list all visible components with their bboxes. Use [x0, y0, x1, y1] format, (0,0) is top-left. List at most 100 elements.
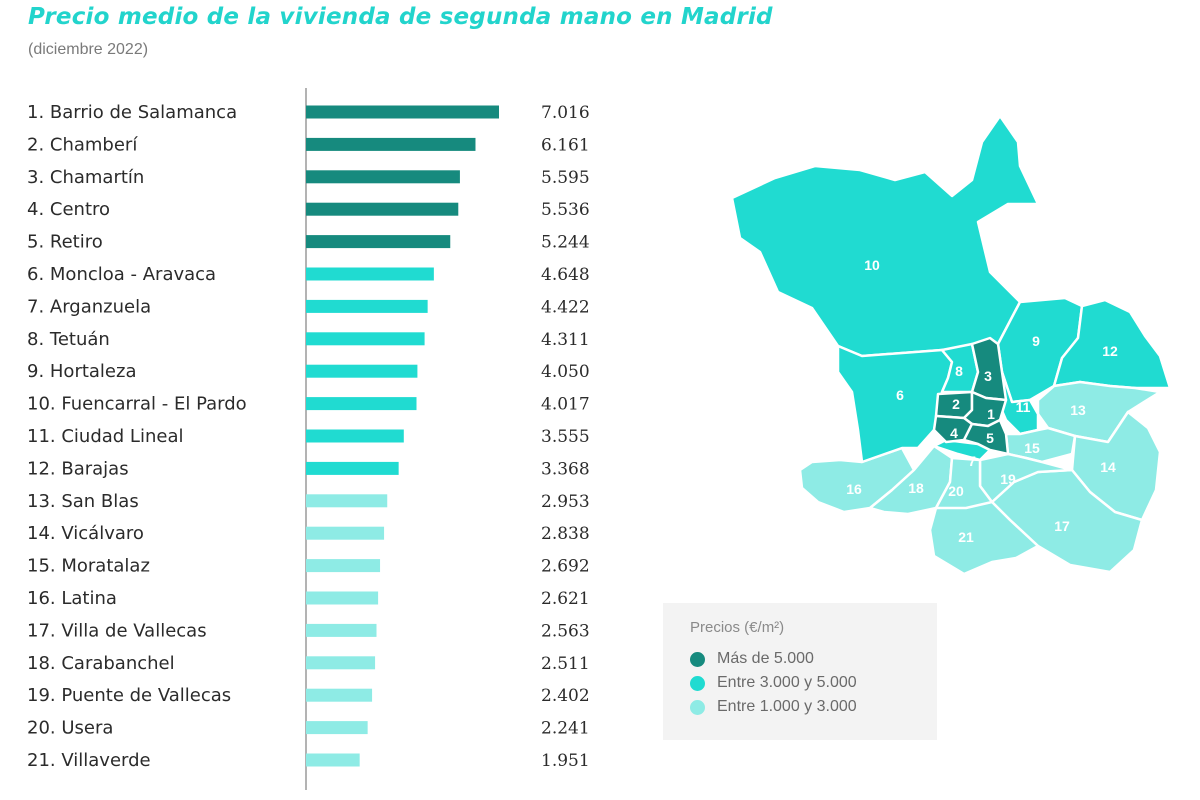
category-label: 5. Retiro [27, 232, 103, 253]
value-label: 5.244 [541, 233, 590, 253]
category-label: 11. Ciudad Lineal [27, 426, 183, 447]
district-label-18: 18 [908, 480, 924, 496]
bar [306, 721, 368, 735]
category-label: 21. Villaverde [27, 750, 151, 771]
category-label: 1. Barrio de Salamanca [27, 102, 237, 123]
legend-label-mid: Entre 3.000 y 5.000 [717, 674, 857, 691]
legend-title: Precios (€/m²) [690, 619, 785, 636]
legend-swatch-high [690, 651, 705, 667]
category-label: 15. Moratalaz [27, 556, 150, 577]
bar [306, 591, 379, 605]
district-label-20: 20 [948, 483, 964, 499]
value-label: 4.050 [541, 362, 590, 382]
bar [306, 170, 460, 184]
district-label-7: 7 [968, 453, 976, 469]
category-label: 4. Centro [27, 199, 110, 220]
legend-label-low: Entre 1.000 y 3.000 [717, 698, 857, 715]
district-map: 10 9 12 6 8 3 2 1 11 13 4 5 15 7 14 16 1… [730, 114, 1172, 576]
district-label-11: 11 [1016, 399, 1031, 415]
bar [306, 202, 459, 216]
value-label: 1.951 [541, 751, 590, 771]
district-label-12: 12 [1102, 343, 1118, 359]
district-20 [934, 456, 994, 510]
district-10 [730, 114, 1040, 358]
bar [306, 753, 360, 767]
value-label: 2.838 [541, 524, 590, 544]
district-label-6: 6 [896, 387, 904, 403]
bar [306, 235, 451, 249]
category-label: 9. Hortaleza [27, 361, 137, 382]
category-label: 3. Chamartín [27, 167, 144, 188]
category-label: 16. Latina [27, 588, 117, 609]
district-label-9: 9 [1032, 333, 1040, 349]
district-label-21: 21 [958, 529, 974, 545]
bar [306, 137, 476, 151]
category-label: 17. Villa de Vallecas [27, 620, 207, 641]
district-label-8: 8 [955, 363, 963, 379]
bar [306, 397, 417, 411]
chart-title: Precio medio de la vivienda de segunda m… [28, 4, 773, 30]
value-label: 2.692 [541, 557, 590, 577]
district-label-1: 1 [987, 406, 995, 422]
category-label: 10. Fuencarral - El Pardo [27, 394, 247, 415]
district-label-17: 17 [1054, 518, 1070, 534]
district-label-4: 4 [950, 425, 958, 441]
district-label-15: 15 [1024, 440, 1040, 456]
bar [306, 623, 377, 637]
value-label: 4.422 [541, 297, 590, 317]
district-label-16: 16 [846, 481, 862, 497]
value-label: 4.017 [541, 395, 590, 415]
bar [306, 526, 385, 540]
bar [306, 299, 428, 313]
district-13 [1036, 380, 1162, 444]
category-label: 18. Carabanchel [27, 653, 175, 674]
category-label: 14. Vicálvaro [27, 523, 144, 544]
bar [306, 688, 373, 702]
chart-subtitle: (diciembre 2022) [28, 41, 149, 58]
bar-chart: 1. Barrio de Salamanca 7.016 2. Chamberí 6.… [27, 88, 590, 790]
bar [306, 332, 425, 346]
value-label: 5.595 [541, 168, 590, 188]
district-label-3: 3 [984, 368, 992, 384]
category-label: 13. San Blas [27, 491, 139, 512]
value-label: 2.621 [541, 589, 590, 609]
category-label: 2. Chamberí [27, 134, 138, 155]
district-label-19: 19 [1000, 471, 1016, 487]
legend-swatch-low [690, 699, 705, 715]
category-label: 19. Puente de Vallecas [27, 685, 231, 706]
value-label: 4.311 [541, 330, 590, 350]
bar [306, 429, 404, 443]
category-label: 8. Tetuán [27, 329, 110, 350]
bar [306, 494, 388, 508]
value-label: 2.241 [541, 719, 590, 739]
value-label: 2.953 [541, 492, 590, 512]
district-21 [928, 500, 1040, 576]
district-label-13: 13 [1070, 402, 1086, 418]
district-18 [868, 444, 954, 516]
bar [306, 461, 399, 475]
bar [306, 656, 376, 670]
bar [306, 105, 499, 119]
legend: Precios (€/m²) Más de 5.000 Entre 3.000 … [663, 603, 937, 740]
value-label: 5.536 [541, 200, 590, 220]
legend-label-high: Más de 5.000 [717, 650, 814, 667]
legend-item-high: Más de 5.000 [690, 647, 937, 671]
value-label: 3.368 [541, 459, 590, 479]
value-label: 4.648 [541, 265, 590, 285]
district-label-2: 2 [952, 396, 960, 412]
value-label: 2.402 [541, 686, 590, 706]
legend-item-low: Entre 1.000 y 3.000 [690, 695, 937, 719]
category-label: 12. Barajas [27, 458, 129, 479]
value-label: 7.016 [541, 103, 590, 123]
value-label: 6.161 [541, 135, 590, 155]
district-5 [962, 418, 1010, 456]
bar [306, 559, 381, 573]
category-label: 20. Usera [27, 718, 113, 739]
category-label: 6. Moncloa - Aravaca [27, 264, 216, 285]
legend-swatch-mid [690, 675, 705, 691]
bar [306, 364, 418, 378]
bar [306, 267, 434, 281]
district-label-5: 5 [986, 430, 994, 446]
district-label-10: 10 [864, 257, 880, 273]
district-label-14: 14 [1100, 459, 1116, 475]
